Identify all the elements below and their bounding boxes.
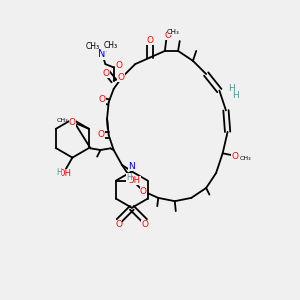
Text: O: O [99, 95, 106, 104]
Text: OH: OH [128, 176, 141, 185]
Text: O: O [69, 118, 76, 127]
Text: O: O [115, 61, 122, 70]
Text: H: H [56, 168, 62, 177]
Text: O: O [118, 73, 125, 82]
Text: CH₃: CH₃ [239, 156, 251, 161]
Text: N: N [128, 162, 135, 171]
Text: O: O [146, 36, 154, 45]
Text: O: O [103, 69, 110, 78]
Text: H: H [229, 84, 235, 93]
Text: O: O [232, 152, 239, 161]
Text: O: O [165, 31, 172, 40]
Text: H: H [126, 173, 132, 182]
Text: CH₃: CH₃ [85, 43, 99, 52]
Text: CH₃: CH₃ [57, 118, 68, 123]
Text: O: O [98, 130, 105, 139]
Text: N: N [98, 49, 106, 59]
Text: O: O [142, 220, 148, 229]
Text: H: H [232, 91, 238, 100]
Text: OH: OH [58, 169, 72, 178]
Text: CH₃: CH₃ [167, 29, 179, 35]
Text: CH₃: CH₃ [103, 41, 117, 50]
Text: O: O [115, 220, 122, 229]
Text: O: O [140, 187, 147, 196]
